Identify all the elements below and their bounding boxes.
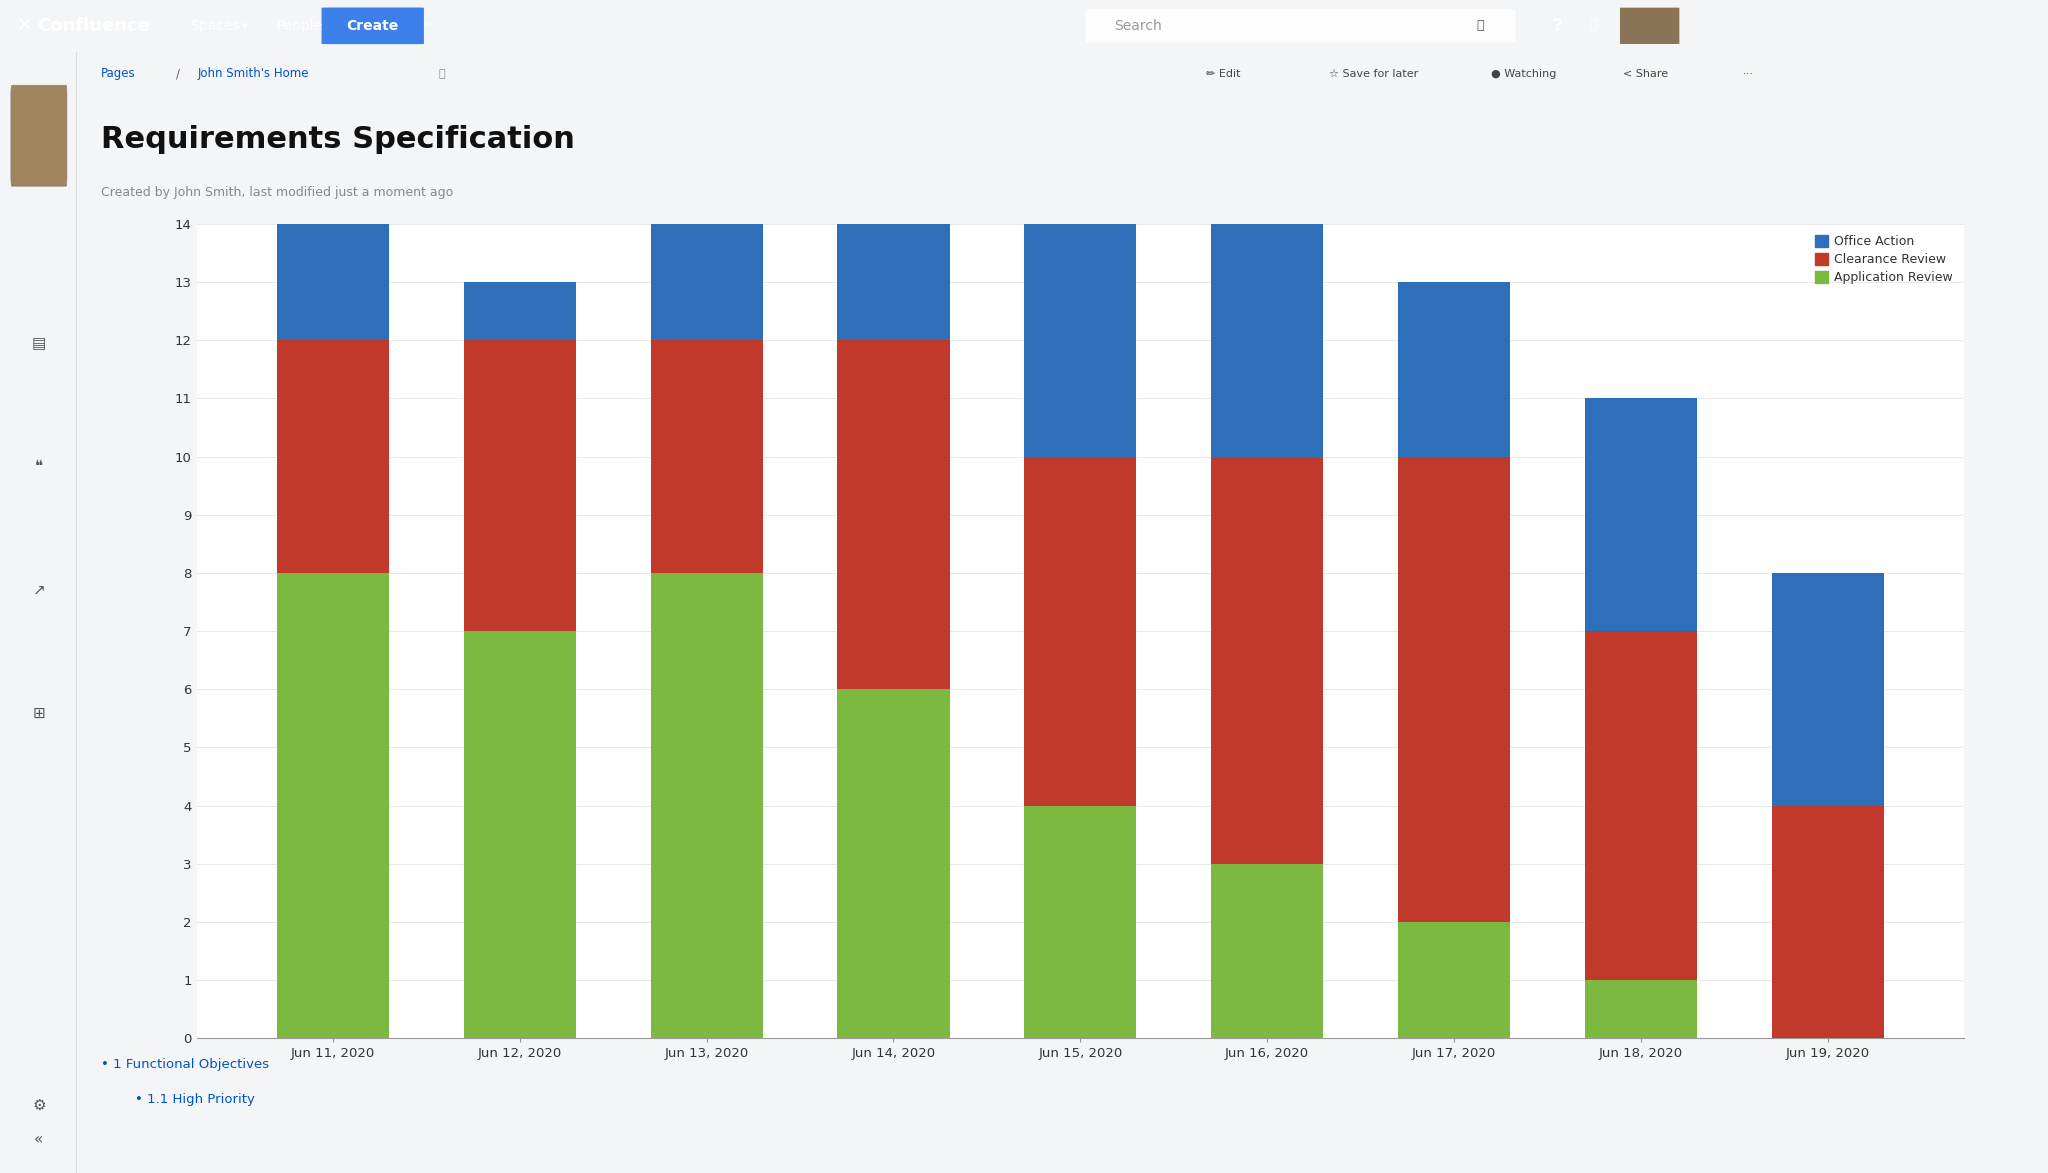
FancyBboxPatch shape xyxy=(1620,8,1679,43)
Bar xyxy=(1210,224,1323,456)
Text: Confluence: Confluence xyxy=(37,16,150,35)
Text: ···: ··· xyxy=(424,19,438,33)
Text: 🔍: 🔍 xyxy=(1477,19,1485,33)
Text: < Share: < Share xyxy=(1624,69,1669,79)
Bar xyxy=(276,340,389,572)
Text: ✏ Edit: ✏ Edit xyxy=(1206,69,1241,79)
Text: ▤: ▤ xyxy=(31,335,47,351)
Text: /: / xyxy=(176,67,180,80)
Bar xyxy=(1024,806,1137,1038)
Bar xyxy=(651,340,762,572)
Bar xyxy=(838,340,950,690)
Text: Created by John Smith, last modified just a moment ago: Created by John Smith, last modified jus… xyxy=(100,185,453,198)
Text: ❝: ❝ xyxy=(35,459,43,474)
Bar xyxy=(651,224,762,340)
Bar xyxy=(1210,863,1323,1038)
FancyBboxPatch shape xyxy=(322,7,424,45)
Text: Requirements Specification: Requirements Specification xyxy=(100,126,573,155)
Text: Spaces: Spaces xyxy=(190,19,240,33)
Text: ⚙: ⚙ xyxy=(33,1098,45,1113)
Text: ● Watching: ● Watching xyxy=(1491,69,1556,79)
Text: ?: ? xyxy=(1552,16,1563,35)
Bar xyxy=(463,283,575,340)
Bar xyxy=(651,572,762,1038)
FancyBboxPatch shape xyxy=(1085,9,1516,42)
Bar xyxy=(463,631,575,1038)
Text: Create: Create xyxy=(346,19,399,33)
Bar xyxy=(276,224,389,340)
Bar xyxy=(463,340,575,631)
Bar xyxy=(838,690,950,1038)
Text: ▾: ▾ xyxy=(242,21,248,30)
Text: Pages: Pages xyxy=(100,67,135,80)
Text: 🔔: 🔔 xyxy=(1589,19,1597,33)
Bar xyxy=(1399,456,1509,922)
Bar xyxy=(1772,806,1884,1038)
FancyBboxPatch shape xyxy=(10,86,68,187)
Legend: Office Action, Clearance Review, Application Review: Office Action, Clearance Review, Applica… xyxy=(1810,230,1958,290)
Text: ⊞: ⊞ xyxy=(33,706,45,720)
Bar xyxy=(1210,456,1323,863)
Text: • 1.1 High Priority: • 1.1 High Priority xyxy=(135,1093,254,1106)
Text: People: People xyxy=(276,19,324,33)
Text: Search: Search xyxy=(1114,19,1161,33)
Text: • 1 Functional Objectives: • 1 Functional Objectives xyxy=(100,1058,268,1071)
Bar xyxy=(1024,456,1137,806)
Bar xyxy=(1585,979,1698,1038)
Text: ☆ Save for later: ☆ Save for later xyxy=(1329,69,1419,79)
Bar xyxy=(838,224,950,340)
Bar xyxy=(1772,572,1884,806)
Bar xyxy=(1399,922,1509,1038)
Bar xyxy=(1399,283,1509,456)
Text: John Smith's Home: John Smith's Home xyxy=(197,67,309,80)
Text: 🔒: 🔒 xyxy=(438,69,444,79)
Bar xyxy=(1585,399,1698,631)
Text: ···: ··· xyxy=(1743,69,1753,79)
Text: «: « xyxy=(35,1132,43,1147)
Text: ↗: ↗ xyxy=(33,582,45,597)
Text: ✕: ✕ xyxy=(16,16,33,35)
Bar xyxy=(1585,631,1698,979)
Bar xyxy=(276,572,389,1038)
Bar xyxy=(1024,224,1137,456)
